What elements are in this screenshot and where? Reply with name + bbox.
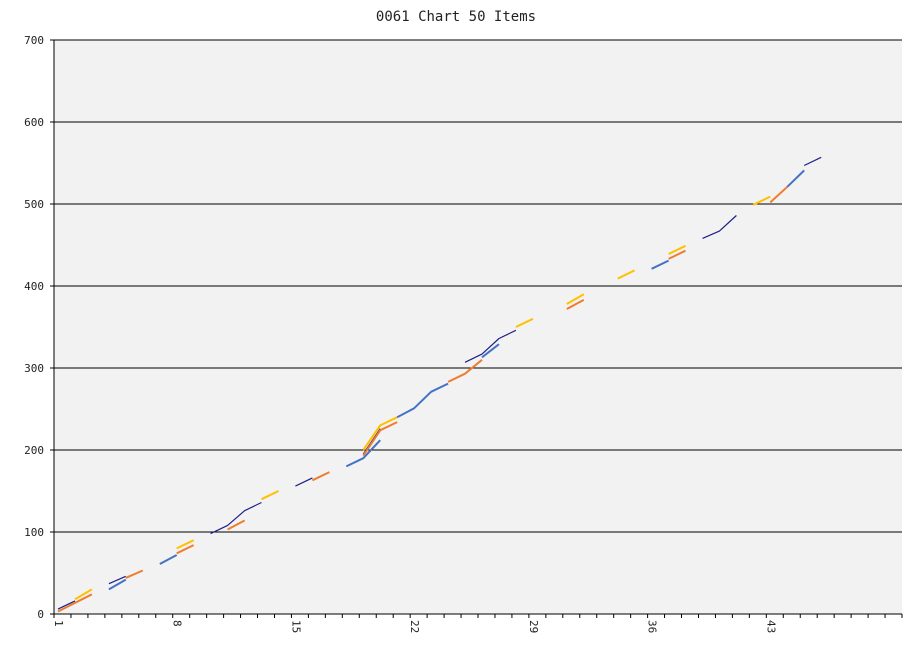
series-lines: [57, 156, 822, 613]
series-segment: [108, 578, 127, 591]
series-segment: [617, 269, 636, 280]
chart-title: 0061 Chart 50 Items: [375, 9, 537, 25]
series-segment: [311, 471, 330, 482]
series-segment: [159, 554, 178, 565]
series-segment: [125, 569, 144, 579]
x-tick-label: 36: [646, 620, 659, 633]
series-segment: [668, 249, 686, 260]
y-tick-label: 700: [24, 34, 44, 47]
series-segment: [702, 215, 737, 239]
x-axis: 1 8 15 22 29 36 43: [52, 613, 903, 633]
x-tick-label: 8: [171, 620, 184, 627]
series-segment: [786, 169, 805, 188]
x-tick-label: 29: [527, 620, 540, 633]
series-segment: [108, 575, 127, 585]
series-segment: [362, 416, 398, 451]
y-axis: 0 100 200 300 400 500 600 700: [24, 34, 55, 621]
series-segment: [515, 317, 534, 328]
y-tick-label: 300: [24, 362, 44, 375]
x-tick-label: 15: [289, 620, 302, 633]
x-tick-label: 43: [764, 620, 777, 633]
gridlines: [54, 39, 902, 533]
y-tick-label: 400: [24, 280, 44, 293]
series-segment: [752, 195, 771, 206]
series-segment: [651, 259, 670, 270]
series-segment: [176, 544, 195, 555]
y-tick-label: 100: [24, 526, 44, 539]
series-segment: [464, 329, 517, 363]
series-segment: [57, 600, 76, 610]
series-segment: [176, 539, 195, 550]
series-segment: [362, 421, 398, 457]
series-segment: [396, 382, 449, 419]
plot-area: [54, 40, 902, 614]
series-segment: [447, 359, 483, 383]
series-segment: [566, 293, 585, 305]
x-tick-label: 1: [52, 620, 65, 627]
series-segment: [769, 186, 788, 204]
y-tick-label: 600: [24, 116, 44, 129]
series-segment: [481, 343, 500, 359]
series-segment: [57, 593, 93, 613]
y-tick-label: 500: [24, 198, 44, 211]
series-segment: [803, 156, 822, 167]
series-segment: [566, 299, 585, 310]
y-tick-label: 200: [24, 444, 44, 457]
series-segment: [295, 477, 313, 487]
x-tick-label: 22: [408, 620, 421, 633]
series-segment: [74, 588, 93, 601]
series-segment: [345, 439, 381, 468]
y-tick-label: 0: [37, 608, 44, 621]
series-segment: [227, 519, 246, 531]
series-segment: [261, 490, 279, 501]
series-segment: [210, 501, 262, 535]
series-segment: [668, 244, 686, 255]
